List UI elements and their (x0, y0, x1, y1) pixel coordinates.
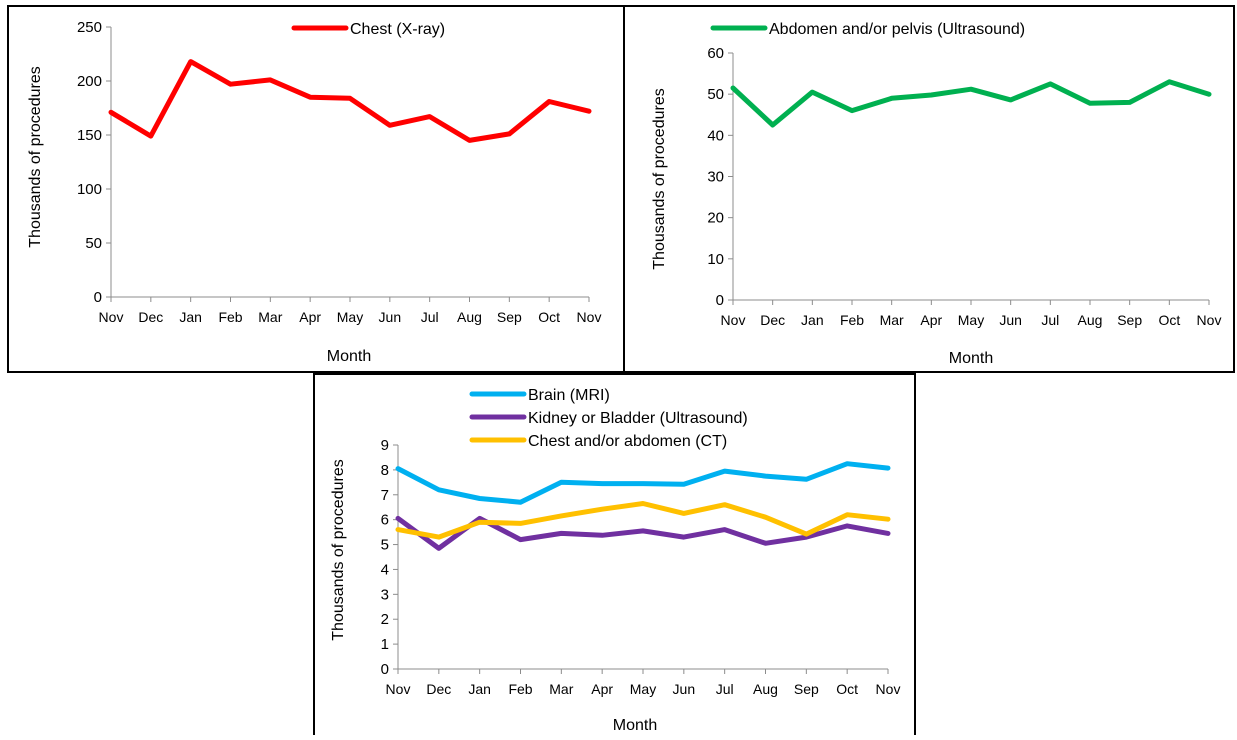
y-axis-label: Thousands of procedures (27, 66, 44, 247)
chart-svg-chest-xray: 0 50 100 150 200 250 Nov Dec Jan Feb Mar Apr May Jun J… (27, 19, 602, 365)
x-axis-label: Month (613, 717, 657, 734)
y-tick-label: 100 (77, 181, 102, 198)
x-tick-label: Jun (673, 681, 696, 697)
x-tick-label: Apr (591, 681, 613, 697)
y-tick-label: 7 (381, 487, 389, 504)
x-tick-label: Nov (386, 681, 411, 697)
y-tick-label: 150 (77, 127, 102, 144)
series-line-chest-x-ray (108, 59, 592, 143)
x-tick-label: Oct (1158, 312, 1180, 328)
x-tick-label: Nov (99, 309, 124, 325)
y-tick-label: 200 (77, 73, 102, 90)
x-tick-label: Mar (880, 312, 904, 328)
y-tick-label: 6 (381, 512, 389, 529)
chart-panel-chest-xray: 0 50 100 150 200 250 Nov Dec Jan Feb Mar Apr May Jun J… (7, 5, 625, 373)
x-tick-label: Oct (836, 681, 858, 697)
x-tick-label: Nov (1197, 312, 1222, 328)
series-line-kidney-or-bladder-ultrasound (395, 515, 891, 551)
x-axis-label: Month (327, 348, 371, 365)
x-tick-label: Aug (1078, 312, 1103, 328)
x-tick-label: Jun (379, 309, 402, 325)
legend-label: Chest (X-ray) (350, 21, 445, 38)
x-tick-label: Nov (721, 312, 746, 328)
x-tick-label: Oct (538, 309, 560, 325)
x-tick-label: Feb (508, 681, 532, 697)
y-tick-label: 40 (707, 127, 724, 144)
x-tick-label: Jan (468, 681, 491, 697)
legend-label: Chest and/or abdomen (CT) (528, 433, 727, 450)
x-tick-label: May (630, 681, 656, 697)
y-tick-label: 10 (707, 251, 724, 268)
y-tick-label: 250 (77, 19, 102, 36)
series-line-chest-and-or-abdomen-ct (395, 501, 891, 540)
x-tick-label: Jul (716, 681, 734, 697)
x-tick-label: Feb (218, 309, 242, 325)
chart-svg-brain-kidney-ct: 0 1 2 3 4 5 6 7 8 9 Nov Dec Jan Feb Mar Apr May Jun Jul Aug… (330, 387, 901, 734)
x-tick-label: Dec (426, 681, 451, 697)
legend-label: Brain (MRI) (528, 387, 610, 404)
x-tick-label: Sep (794, 681, 819, 697)
y-tick-label: 0 (716, 292, 724, 309)
chart-svg-abdomen-ultrasound: 0 10 20 30 40 50 60 Nov Dec Jan Feb Mar Apr May Jun Jul… (651, 21, 1222, 367)
y-tick-label: 3 (381, 586, 389, 603)
y-tick-label: 5 (381, 537, 389, 554)
x-tick-label: Dec (760, 312, 785, 328)
x-tick-label: Jul (421, 309, 439, 325)
chart-panel-abdomen-ultrasound: 0 10 20 30 40 50 60 Nov Dec Jan Feb Mar Apr May Jun Jul… (623, 5, 1235, 373)
x-tick-label: Dec (138, 309, 163, 325)
x-tick-label: Nov (876, 681, 901, 697)
x-tick-label: Sep (497, 309, 522, 325)
legend-label: Abdomen and/or pelvis (Ultrasound) (769, 21, 1025, 38)
series-line-abdomen-and-or-pelvis-ultrasound (730, 79, 1212, 128)
y-tick-label: 1 (381, 636, 389, 653)
y-tick-label: 50 (85, 235, 102, 252)
y-axis-label: Thousands of procedures (330, 459, 347, 640)
y-tick-label: 0 (94, 289, 102, 306)
chart-panel-brain-kidney-ct: 0 1 2 3 4 5 6 7 8 9 Nov Dec Jan Feb Mar Apr May Jun Jul Aug… (313, 373, 916, 735)
y-tick-label: 0 (381, 661, 389, 678)
x-tick-label: May (958, 312, 984, 328)
x-tick-label: Mar (549, 681, 573, 697)
x-tick-label: Jan (179, 309, 202, 325)
x-tick-label: Nov (577, 309, 602, 325)
y-tick-label: 30 (707, 169, 724, 186)
x-tick-label: Jul (1041, 312, 1059, 328)
x-tick-label: Apr (920, 312, 942, 328)
y-tick-label: 50 (707, 86, 724, 103)
x-tick-label: May (337, 309, 363, 325)
y-tick-label: 20 (707, 210, 724, 227)
y-tick-label: 8 (381, 462, 389, 479)
y-tick-label: 9 (381, 437, 389, 454)
x-tick-label: Sep (1117, 312, 1142, 328)
x-tick-label: Jan (801, 312, 824, 328)
legend-label: Kidney or Bladder (Ultrasound) (528, 410, 748, 427)
x-tick-label: Feb (840, 312, 864, 328)
x-axis-label: Month (949, 350, 993, 367)
x-tick-label: Jun (999, 312, 1022, 328)
x-tick-label: Apr (299, 309, 321, 325)
y-tick-label: 2 (381, 611, 389, 628)
y-tick-label: 4 (381, 561, 389, 578)
x-tick-label: Aug (753, 681, 778, 697)
y-tick-label: 60 (707, 45, 724, 62)
y-axis-label: Thousands of procedures (651, 88, 668, 269)
x-tick-label: Mar (258, 309, 282, 325)
series-line-brain-mri (395, 461, 891, 505)
x-tick-label: Aug (457, 309, 482, 325)
